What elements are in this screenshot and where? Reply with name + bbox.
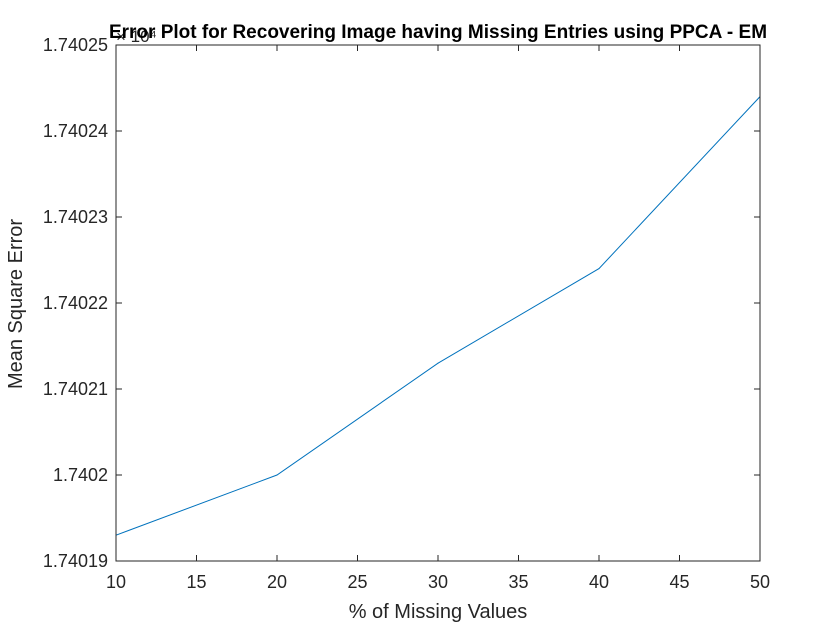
y-exponent-label: × 10⁴ — [116, 27, 157, 46]
x-tick-label: 10 — [106, 572, 126, 592]
chart-title: Error Plot for Recovering Image having M… — [109, 22, 767, 43]
x-axis-label: % of Missing Values — [349, 601, 528, 623]
data-point — [276, 474, 278, 476]
plot-area — [115, 96, 761, 536]
x-tick-label: 40 — [589, 572, 609, 592]
y-tick-label: 1.74024 — [43, 121, 108, 141]
x-tick-label: 15 — [186, 572, 206, 592]
y-tick-label: 1.74019 — [43, 551, 108, 571]
y-tick-label: 1.74025 — [43, 35, 108, 55]
y-tick-label: 1.74021 — [43, 379, 108, 399]
series-line — [115, 96, 761, 536]
y-tick-label: 1.7402 — [53, 465, 108, 485]
x-tick-label: 35 — [508, 572, 528, 592]
x-tick-label: 30 — [428, 572, 448, 592]
x-tick-label: 20 — [267, 572, 287, 592]
y-axis-ticks: 1.74019 1.7402 1.74021 1.74022 1.74023 1.7402… — [43, 35, 760, 571]
axes — [115, 44, 761, 562]
y-axis-label: Mean Square Error — [5, 219, 27, 389]
data-point — [437, 362, 439, 364]
x-tick-label: 25 — [347, 572, 367, 592]
axes-box — [115, 44, 761, 562]
y-tick-label: 1.74022 — [43, 293, 108, 313]
data-point — [598, 268, 600, 270]
y-tick-label: 1.74023 — [43, 207, 108, 227]
x-axis-ticks: 10 15 20 25 30 35 40 45 50 — [106, 45, 770, 592]
x-tick-label: 50 — [750, 572, 770, 592]
x-tick-label: 45 — [669, 572, 689, 592]
